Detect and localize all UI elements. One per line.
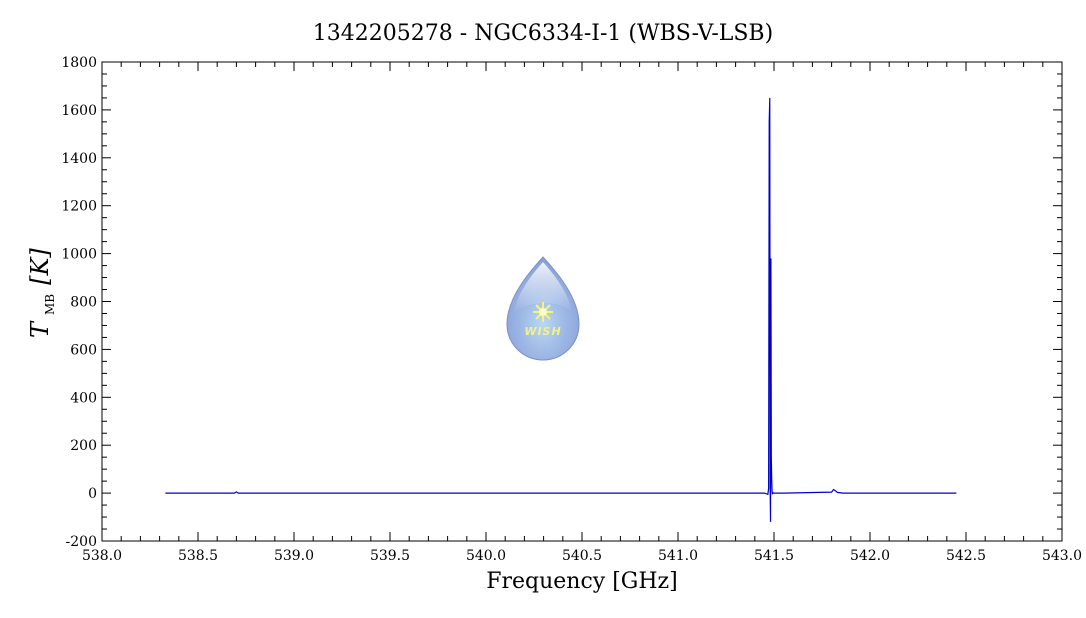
y-tick-label: 800	[70, 295, 97, 311]
x-tick-label: 540.5	[562, 548, 602, 564]
y-tick-label: 1800	[61, 55, 97, 71]
x-axis-label: Frequency [GHz]	[486, 569, 678, 594]
y-tick-label: -200	[66, 534, 97, 550]
x-tick-label: 542.5	[946, 548, 986, 564]
y-tick-label: 200	[70, 438, 97, 454]
y-tick-label: 1600	[61, 103, 97, 119]
x-tick-label: 538.0	[82, 548, 122, 564]
watermark-text: WISH	[524, 325, 561, 338]
x-tick-label: 539.5	[370, 548, 410, 564]
x-tick-label: 542.0	[850, 548, 890, 564]
x-tick-labels: 538.0 538.5 539.0 539.5 540.0 540.5 541.0 541.5…	[82, 548, 1082, 564]
y-axis-label-sub: MB	[43, 294, 57, 315]
drop-highlight	[514, 262, 572, 312]
x-tick-label: 538.5	[178, 548, 218, 564]
watermark-logo: WISH	[506, 256, 580, 361]
x-tick-label: 543.0	[1042, 548, 1082, 564]
y-tick-label: 1000	[61, 247, 97, 263]
chart-title: 1342205278 - NGC6334-I-1 (WBS-V-LSB)	[313, 21, 773, 46]
spectrum-series-line	[165, 97, 957, 522]
y-axis-label: T MB [K]	[26, 248, 58, 338]
plot-frame	[101, 61, 1063, 542]
y-tick-label: 1200	[61, 199, 97, 215]
x-tick-label: 541.0	[658, 548, 698, 564]
axis-ticks	[101, 61, 1063, 542]
y-axis-label-unit: [K]	[26, 248, 54, 285]
y-tick-label: 600	[70, 342, 97, 358]
y-tick-label: 1400	[61, 151, 97, 167]
x-tick-label: 539.0	[274, 548, 314, 564]
svg-text:T MB [K]: T MB [K]	[26, 248, 58, 338]
x-tick-label: 541.5	[754, 548, 794, 564]
x-tick-label: 540.0	[466, 548, 506, 564]
y-tick-label: 400	[70, 390, 97, 406]
y-tick-label: 0	[88, 486, 97, 502]
star-center	[539, 308, 547, 316]
y-tick-labels: -200 0 200 400 600 800 1000 1200 1400 1600 1800	[61, 55, 97, 550]
y-axis-label-main: T	[26, 320, 54, 338]
